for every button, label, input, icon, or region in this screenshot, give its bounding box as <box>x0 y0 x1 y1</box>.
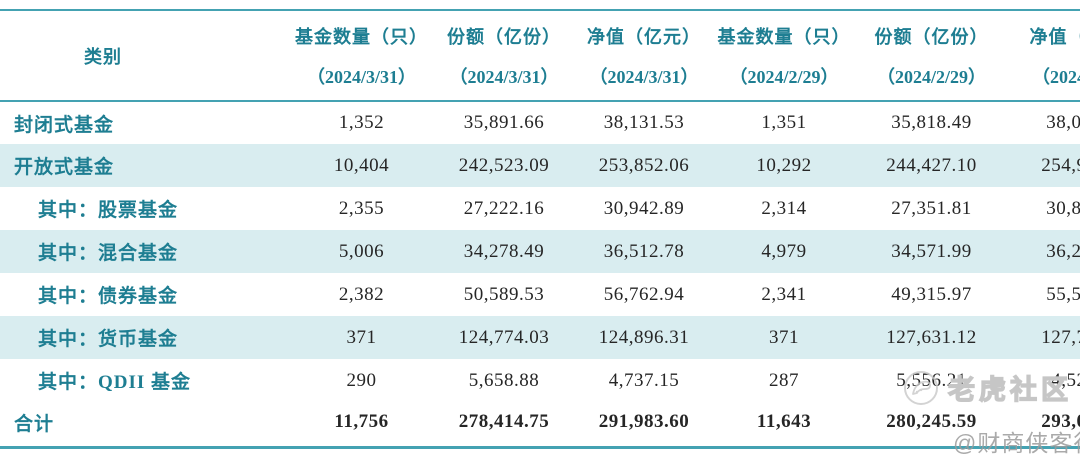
row-value-nav-mar: 4,737.15 <box>608 369 680 391</box>
row-value-nav-mar: 291,983.60 <box>598 411 690 432</box>
row-value-nav-feb: 127,764.51 <box>1041 326 1080 348</box>
row-value-nav-feb: 4,520.01 <box>1051 369 1080 391</box>
row-value-nav-feb: 55,503.00 <box>1046 283 1080 305</box>
fund-statistics-table: 类别 基金数量（只） （2024/3/31） 份额（亿份） （2024/3/31… <box>0 11 1080 442</box>
row-value-nav-mar: 124,896.31 <box>598 326 690 348</box>
row-category-label: 其中：债券基金 <box>38 286 179 307</box>
row-value-nav-mar: 56,762.94 <box>603 283 685 305</box>
column-header-shares-feb: 份额（亿份） （2024/2/29） <box>854 11 1009 102</box>
row-category-label: 合计 <box>14 413 55 435</box>
row-value-shares-feb: 5,556.21 <box>896 369 967 391</box>
column-header-count-mar: 基金数量（只） （2024/3/31） <box>289 11 434 102</box>
row-value-nav-feb: 38,078.77 <box>1046 112 1080 133</box>
row-value-count-mar: 2,382 <box>338 283 385 305</box>
row-value-shares-mar: 35,891.66 <box>463 112 545 133</box>
column-header-nav-feb: 净值（亿元） （2024/2/29） <box>1009 11 1080 102</box>
row-value-shares-mar: 242,523.09 <box>458 154 550 176</box>
column-header-category: 类别 <box>0 11 289 102</box>
row-value-count-feb: 11,643 <box>756 411 812 432</box>
table-row: 开放式基金 10,404 242,523.09 253,852.06 10,29… <box>0 144 1080 187</box>
row-value-nav-mar: 36,512.78 <box>603 240 685 262</box>
row-value-shares-mar: 50,589.53 <box>463 283 545 305</box>
row-value-count-feb: 287 <box>769 369 799 391</box>
row-category-label: 开放式基金 <box>14 157 115 178</box>
row-category-label: 封闭式基金 <box>14 114 115 136</box>
column-header-shares-mar: 份额（亿份） （2024/3/31） <box>434 11 574 102</box>
row-category-label: 其中：混合基金 <box>38 243 179 264</box>
row-value-nav-mar: 30,942.89 <box>603 197 685 219</box>
row-value-count-feb: 2,314 <box>761 197 807 219</box>
row-category-label: 其中：货币基金 <box>38 329 179 350</box>
table-row: 合计 11,756 278,414.75 291,983.60 11,643 2… <box>0 402 1080 442</box>
row-value-shares-feb: 49,315.97 <box>891 283 972 305</box>
row-value-shares-feb: 35,818.49 <box>891 112 972 133</box>
row-value-count-mar: 290 <box>346 369 377 391</box>
row-value-shares-feb: 280,245.59 <box>886 411 977 432</box>
header-row: 类别 基金数量（只） （2024/3/31） 份额（亿份） （2024/3/31… <box>0 11 1080 102</box>
table-row: 其中：债券基金 2,382 50,589.53 56,762.94 2,341 … <box>0 273 1080 316</box>
table-bottom-border <box>0 446 1080 449</box>
table-row: 其中：QDII 基金 290 5,658.88 4,737.15 287 5,5… <box>0 359 1080 402</box>
row-value-count-feb: 2,341 <box>761 283 807 305</box>
row-value-shares-feb: 34,571.99 <box>891 240 972 262</box>
row-value-nav-feb: 36,261.92 <box>1046 240 1080 262</box>
table-row: 其中：股票基金 2,355 27,222.16 30,942.89 2,314 … <box>0 187 1080 230</box>
row-value-count-mar: 1,352 <box>338 112 385 133</box>
row-value-count-feb: 10,292 <box>756 154 812 176</box>
row-value-nav-mar: 38,131.53 <box>603 112 685 133</box>
row-value-shares-mar: 5,658.88 <box>468 369 540 391</box>
column-header-nav-mar: 净值（亿元） （2024/3/31） <box>574 11 714 102</box>
row-value-shares-feb: 27,351.81 <box>891 197 972 219</box>
row-value-count-feb: 1,351 <box>761 112 807 133</box>
row-value-shares-mar: 34,278.49 <box>463 240 545 262</box>
row-value-nav-feb: 293,024.81 <box>1041 411 1080 432</box>
row-value-nav-feb: 30,896.60 <box>1046 197 1080 219</box>
row-value-count-feb: 371 <box>769 326 799 348</box>
row-category-label: 其中：QDII 基金 <box>38 372 192 393</box>
row-value-shares-mar: 27,222.16 <box>463 197 545 219</box>
row-value-count-mar: 10,404 <box>333 154 390 176</box>
table-top-border <box>0 9 1080 11</box>
row-value-count-mar: 371 <box>346 326 377 348</box>
row-value-count-mar: 2,355 <box>338 197 385 219</box>
row-value-shares-feb: 127,631.12 <box>886 326 977 348</box>
row-value-nav-mar: 253,852.06 <box>598 154 690 176</box>
row-category-label: 其中：股票基金 <box>38 200 179 221</box>
row-value-shares-mar: 278,414.75 <box>458 411 550 432</box>
row-value-count-mar: 5,006 <box>338 240 385 262</box>
table-row: 封闭式基金 1,352 35,891.66 38,131.53 1,351 35… <box>0 101 1080 144</box>
table-row: 其中：混合基金 5,006 34,278.49 36,512.78 4,979 … <box>0 230 1080 273</box>
row-value-count-feb: 4,979 <box>761 240 807 262</box>
column-header-count-feb: 基金数量（只） （2024/2/29） <box>714 11 854 102</box>
row-value-nav-feb: 254,946.04 <box>1041 154 1080 176</box>
row-value-shares-feb: 244,427.10 <box>886 154 977 176</box>
row-value-shares-mar: 124,774.03 <box>458 326 550 348</box>
table-header: 类别 基金数量（只） （2024/3/31） 份额（亿份） （2024/3/31… <box>0 11 1080 102</box>
table-body: 封闭式基金 1,352 35,891.66 38,131.53 1,351 35… <box>0 101 1080 442</box>
table-row: 其中：货币基金 371 124,774.03 124,896.31 371 12… <box>0 316 1080 359</box>
row-value-count-mar: 11,756 <box>334 411 389 432</box>
